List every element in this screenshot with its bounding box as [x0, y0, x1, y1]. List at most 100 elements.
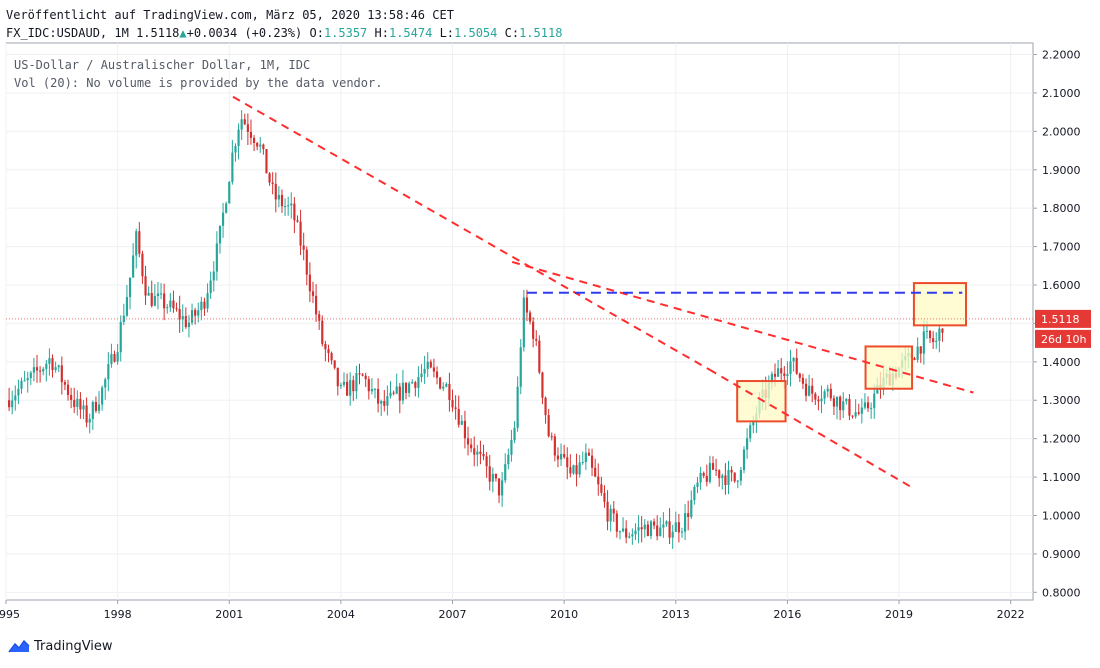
candle-body — [91, 401, 94, 419]
candle-body — [646, 524, 649, 536]
candle-body — [147, 292, 150, 296]
candle-body — [60, 365, 63, 383]
candle-body — [479, 451, 482, 455]
candle-body — [538, 340, 541, 373]
candle-body — [35, 367, 39, 371]
candle-body — [54, 367, 57, 370]
candle-body — [11, 400, 14, 408]
candle-body — [522, 297, 525, 348]
candle-body — [141, 253, 144, 277]
candle-body — [668, 521, 671, 538]
candle-body — [330, 353, 333, 361]
candle-body — [932, 338, 935, 343]
candle-body — [156, 293, 160, 296]
candle-body — [408, 383, 411, 393]
candle-body — [271, 182, 274, 185]
candle-body — [302, 245, 305, 250]
candle-body — [51, 358, 54, 370]
candle-body — [848, 398, 851, 416]
series-legend: US-Dollar / Australischer Dollar, 1M, ID… — [14, 56, 382, 92]
candle-body — [665, 521, 668, 525]
up-arrow-icon: ▲ — [179, 26, 187, 40]
candle-body — [746, 438, 749, 450]
y-tick-label: 1.9000 — [1042, 164, 1081, 177]
candle-body — [373, 388, 377, 390]
candle-body — [603, 492, 606, 502]
candle-body — [541, 372, 544, 398]
footer[interactable]: TradingView — [8, 636, 113, 656]
candle-body — [187, 322, 191, 328]
y-tick-label: 2.0000 — [1042, 125, 1081, 138]
candle-body — [811, 385, 814, 394]
candle-body — [507, 454, 510, 465]
candle-body — [476, 451, 479, 455]
candle-body — [209, 280, 212, 294]
candle-body — [919, 346, 922, 354]
candle-body — [615, 513, 618, 532]
x-tick-label: 2022 — [997, 608, 1025, 621]
candle-body — [770, 373, 773, 384]
candle-body — [346, 381, 349, 396]
candle-body — [652, 521, 656, 526]
candle-body — [274, 184, 277, 200]
candle-body — [426, 361, 429, 369]
candle-body — [181, 316, 184, 320]
candle-body — [783, 373, 786, 377]
candle-body — [212, 271, 215, 281]
candle-body — [699, 472, 702, 483]
candle-body — [628, 536, 631, 538]
candle-body — [683, 513, 687, 532]
candle-body — [674, 522, 677, 532]
candle-body — [938, 328, 941, 341]
candle-body — [342, 381, 346, 385]
candle-body — [296, 220, 299, 222]
candle-body — [854, 412, 857, 417]
candle-body — [808, 385, 811, 396]
candle-body — [485, 456, 488, 467]
candle-body — [804, 383, 808, 396]
candle-body — [649, 521, 653, 536]
candle-body — [206, 293, 209, 309]
candle-body — [48, 358, 51, 364]
candle-body — [386, 396, 389, 406]
candle-body — [231, 152, 234, 183]
candle-body — [711, 463, 715, 470]
candle-body — [324, 343, 327, 350]
candle-body — [153, 295, 156, 306]
highlight-box — [864, 345, 914, 390]
candle-body — [311, 291, 315, 296]
candle-body — [497, 478, 501, 496]
candle-body — [870, 407, 873, 409]
candle-body — [866, 402, 870, 409]
candle-body — [26, 378, 29, 381]
candle-body — [234, 146, 237, 153]
candle-body — [662, 524, 665, 528]
candle-body — [358, 373, 361, 375]
candle-body — [305, 249, 308, 275]
candle-body — [237, 129, 240, 147]
candle-body — [203, 301, 206, 309]
candle-body — [727, 469, 730, 486]
candle-body — [287, 205, 290, 207]
y-tick-label: 1.8000 — [1042, 202, 1081, 215]
candle-body — [252, 137, 256, 143]
candle-body — [228, 182, 231, 204]
candle-body — [817, 399, 820, 402]
candle-body — [795, 357, 798, 374]
candle-body — [404, 382, 408, 393]
y-tick-label: 0.8000 — [1042, 586, 1081, 599]
candle-body — [863, 402, 867, 408]
countdown-label-box — [1035, 329, 1091, 348]
candle-body — [488, 466, 491, 482]
x-tick-label: 2007 — [439, 608, 467, 621]
published-line: Veröffentlicht auf TradingView.com, März… — [6, 8, 454, 22]
candle-body — [63, 382, 67, 385]
candle-body — [389, 392, 392, 397]
candle-body — [262, 144, 265, 150]
candle-body — [435, 371, 439, 378]
candle-body — [491, 473, 494, 482]
chart-header: Veröffentlicht auf TradingView.com, März… — [6, 6, 562, 42]
candle-body — [773, 373, 777, 377]
